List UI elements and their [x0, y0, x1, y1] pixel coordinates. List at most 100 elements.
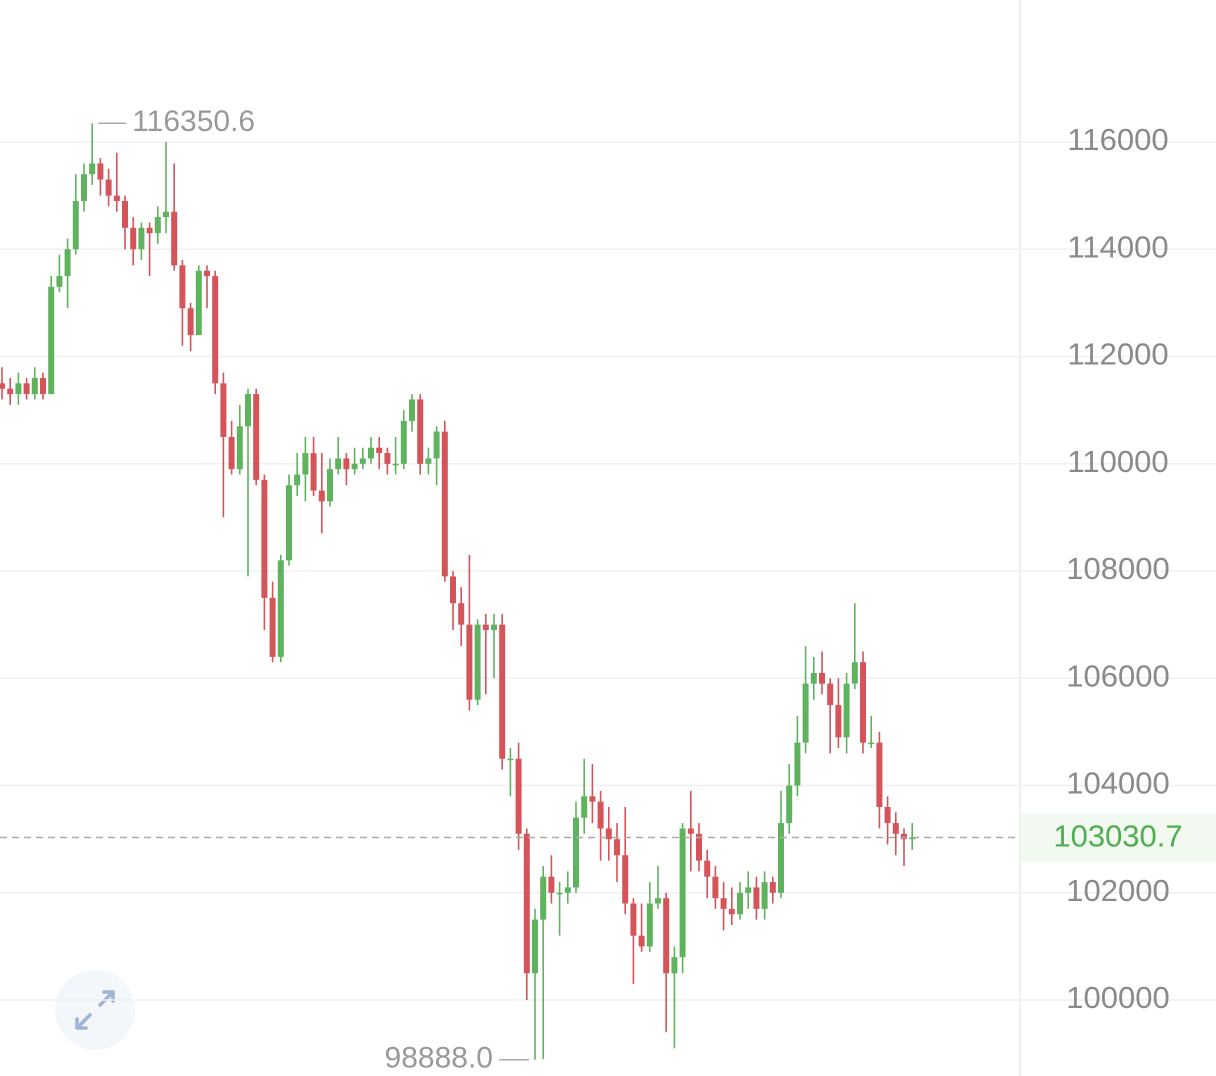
y-tick-label: 110000	[1067, 444, 1168, 479]
last-price-bg	[1021, 813, 1216, 862]
candle-body	[507, 758, 514, 761]
candle-body	[638, 935, 645, 947]
candle-body	[532, 919, 538, 974]
candle-body	[48, 286, 55, 395]
candle-body	[482, 624, 489, 631]
candle-body	[884, 807, 891, 824]
candle-body	[564, 887, 571, 893]
candle-body	[802, 683, 809, 743]
candle-body	[335, 458, 342, 470]
candle-body	[458, 603, 465, 625]
candle-body	[786, 785, 793, 824]
candle-body	[228, 436, 235, 470]
candle-body	[220, 383, 227, 437]
candle-body	[277, 560, 284, 657]
candle-body	[294, 474, 301, 486]
candle-body	[64, 249, 71, 277]
candle-body	[605, 828, 612, 840]
candle-body	[515, 758, 522, 834]
candle-body	[105, 179, 112, 196]
candle-body	[122, 200, 128, 228]
candle-body	[236, 426, 243, 470]
candle-body	[712, 876, 719, 899]
candle-body	[212, 276, 219, 384]
candle-body	[359, 458, 366, 464]
candle-body	[655, 898, 661, 904]
y-tick-label: 114000	[1067, 229, 1168, 264]
candle-body	[614, 839, 620, 856]
candle-body	[187, 308, 194, 336]
candle-body	[318, 490, 325, 502]
candle-body	[138, 227, 145, 250]
candle-body	[663, 898, 670, 974]
candle-body	[581, 796, 588, 818]
candle-body	[327, 469, 333, 502]
candle-body	[204, 270, 210, 277]
candle-body	[909, 837, 916, 840]
candle-body	[409, 399, 415, 421]
candle-body	[171, 211, 178, 266]
candle-body	[687, 828, 694, 834]
candle-body	[253, 394, 260, 480]
candle-body	[819, 672, 825, 684]
candle-body	[737, 892, 743, 915]
candle-body	[7, 388, 14, 395]
candle-body	[851, 662, 858, 684]
candle-body	[646, 903, 653, 947]
candle-body	[89, 163, 96, 175]
candle-body	[810, 672, 817, 684]
last-price-label: 103030.7	[1053, 819, 1182, 854]
candle-body	[769, 882, 776, 893]
candle-body	[417, 399, 424, 464]
candle-body	[728, 908, 735, 915]
candle-body	[761, 882, 768, 909]
candle-body	[384, 453, 391, 464]
candle-body	[753, 887, 760, 909]
candle-body	[466, 624, 473, 700]
candle-body	[286, 485, 292, 561]
candle-body	[843, 683, 850, 738]
candle-body	[868, 742, 875, 745]
candle-body	[163, 211, 169, 218]
candle-body	[31, 377, 38, 395]
candle-body	[696, 833, 702, 861]
candle-body	[679, 828, 686, 958]
candle-body	[491, 624, 497, 631]
y-tick-label: 116000	[1067, 122, 1168, 157]
candle-body	[540, 876, 547, 920]
candle-body	[901, 833, 907, 840]
candle-body	[154, 217, 161, 234]
candle-body	[573, 817, 579, 888]
candle-body	[179, 265, 186, 309]
candle-body	[794, 742, 801, 786]
candle-body	[892, 823, 899, 834]
candle-body	[343, 458, 350, 470]
expand-button[interactable]	[55, 970, 135, 1050]
expand-icon[interactable]	[75, 990, 115, 1030]
candle-body	[835, 705, 842, 738]
y-tick-label: 100000	[1066, 980, 1169, 1015]
candle-body	[392, 463, 399, 466]
candle-body	[113, 195, 120, 201]
candle-body	[310, 453, 317, 491]
candle-body	[15, 383, 22, 395]
candle-body	[56, 276, 63, 287]
expand-button-bg[interactable]	[55, 970, 135, 1050]
candle-body	[433, 431, 440, 459]
candle-body	[630, 903, 637, 936]
candle-body	[778, 823, 784, 893]
y-tick-label: 112000	[1067, 337, 1168, 372]
candle-body	[97, 163, 104, 180]
candle-body	[548, 876, 555, 893]
y-tick-label: 102000	[1066, 873, 1169, 908]
candle-body	[597, 801, 604, 829]
candle-body	[876, 742, 883, 807]
candle-body	[245, 394, 251, 427]
candle-body	[450, 576, 456, 604]
candle-body	[269, 597, 276, 657]
y-tick-label: 106000	[1066, 658, 1169, 693]
candle-body	[23, 383, 30, 395]
candle-body	[195, 270, 202, 336]
candle-body	[40, 377, 46, 395]
